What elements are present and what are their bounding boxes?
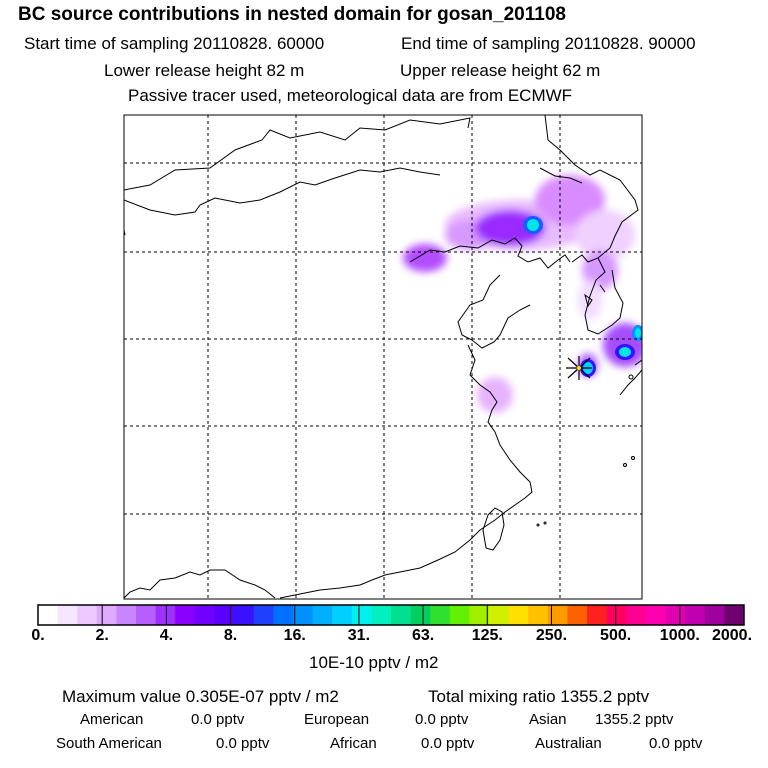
african-label: African	[330, 735, 377, 752]
colorbar-tick-label: 63.	[411, 627, 435, 644]
colorbar-cell	[430, 605, 451, 625]
colorbar-cell	[645, 605, 667, 625]
colorbar-tick-label: 125.	[471, 627, 503, 644]
colorbar-cell	[77, 605, 98, 625]
colorbar-cell	[665, 605, 686, 625]
colorbar-tick-label: 0.	[31, 627, 45, 644]
colorbar-cell	[508, 605, 529, 625]
colorbar-tick-label: 1000.	[659, 627, 700, 644]
colorbar-cell	[292, 605, 314, 625]
colorbar-cell	[685, 605, 706, 625]
colorbar-units: 10E-10 pptv / m2	[309, 653, 439, 672]
colorbar-tick-label: 31.	[347, 627, 371, 644]
colorbar-cell	[194, 605, 215, 625]
colorbar-cell	[469, 605, 490, 625]
colorbar-cell	[606, 605, 627, 625]
colorbar-cell	[391, 605, 412, 625]
maximum-value: Maximum value 0.305E-07 pptv / m2	[62, 687, 339, 706]
south-american-value: 0.0 pptv	[216, 735, 270, 752]
asian-label: Asian	[529, 711, 567, 728]
colorbar-cell	[136, 605, 157, 625]
colorbar-cell	[175, 605, 196, 625]
plume-korea	[578, 280, 602, 320]
concentration-field	[403, 175, 642, 413]
colorbar-cell	[547, 605, 568, 625]
colorbar-cell	[567, 605, 588, 625]
european-value: 0.0 pptv	[415, 711, 469, 728]
colorbar-cell	[57, 605, 78, 625]
colorbar-cell	[38, 605, 59, 625]
colorbar-cell	[587, 605, 608, 625]
map-title: BC source contributions in nested domain…	[18, 4, 566, 25]
colorbar-cell	[96, 605, 117, 625]
end-time: End time of sampling 20110828. 90000	[401, 34, 696, 53]
tracer-note: Passive tracer used, meteorological data…	[128, 86, 573, 105]
colorbar-cell	[234, 605, 255, 625]
african-value: 0.0 pptv	[421, 735, 475, 752]
colorbar-tick-label: 2000.	[711, 627, 753, 644]
colorbar-cell	[155, 605, 176, 625]
colorbar-cell	[273, 605, 294, 625]
colorbar-cell	[489, 605, 510, 625]
colorbar-tick-label: 2.	[95, 627, 109, 644]
colorbar-cell	[449, 605, 470, 625]
european-label: European	[304, 711, 370, 728]
colorbar-cell	[214, 605, 235, 625]
graticule	[124, 115, 642, 599]
colorbar-tick-label: 8.	[223, 627, 238, 644]
plume-korea-north	[582, 250, 618, 290]
asian-value: 1355.2 pptv	[595, 711, 674, 728]
colorbar-tick-label: 250.	[535, 627, 568, 644]
start-time: Start time of sampling 20110828. 60000	[24, 34, 325, 53]
coastlines-borders	[124, 115, 642, 599]
australian-value: 0.0 pptv	[649, 735, 703, 752]
colorbar-tick-label: 500.	[600, 627, 632, 644]
american-label: American	[80, 711, 144, 728]
colorbar-cell	[351, 605, 372, 625]
colorbar-cell	[410, 605, 431, 625]
plume-east	[575, 210, 635, 260]
australian-label: Australian	[535, 735, 602, 752]
upper-release-height: Upper release height 62 m	[400, 61, 601, 80]
south-american-label: South American	[56, 735, 162, 752]
colorbar-cell	[626, 605, 647, 625]
plume-northeast	[535, 175, 605, 225]
lower-release-height: Lower release height 82 m	[104, 61, 305, 80]
colorbar-cell	[371, 605, 392, 625]
total-mixing-ratio: Total mixing ratio 1355.2 pptv	[428, 687, 650, 706]
colorbar-cell	[116, 605, 137, 625]
colorbar-tick-label: 16.	[283, 627, 306, 644]
colorbar	[37, 604, 745, 626]
map-frame	[123, 114, 643, 600]
colorbar-cell	[332, 605, 353, 625]
colorbar-cell	[312, 605, 333, 625]
colorbar-cell	[704, 605, 725, 625]
colorbar-tick-label: 4.	[159, 627, 174, 644]
receptor-marker-icon	[566, 356, 592, 380]
plume-shandong	[477, 377, 513, 413]
colorbar-cell	[253, 605, 274, 625]
colorbar-cell	[724, 605, 745, 625]
colorbar-cell	[528, 605, 549, 625]
american-value: 0.0 pptv	[191, 711, 245, 728]
